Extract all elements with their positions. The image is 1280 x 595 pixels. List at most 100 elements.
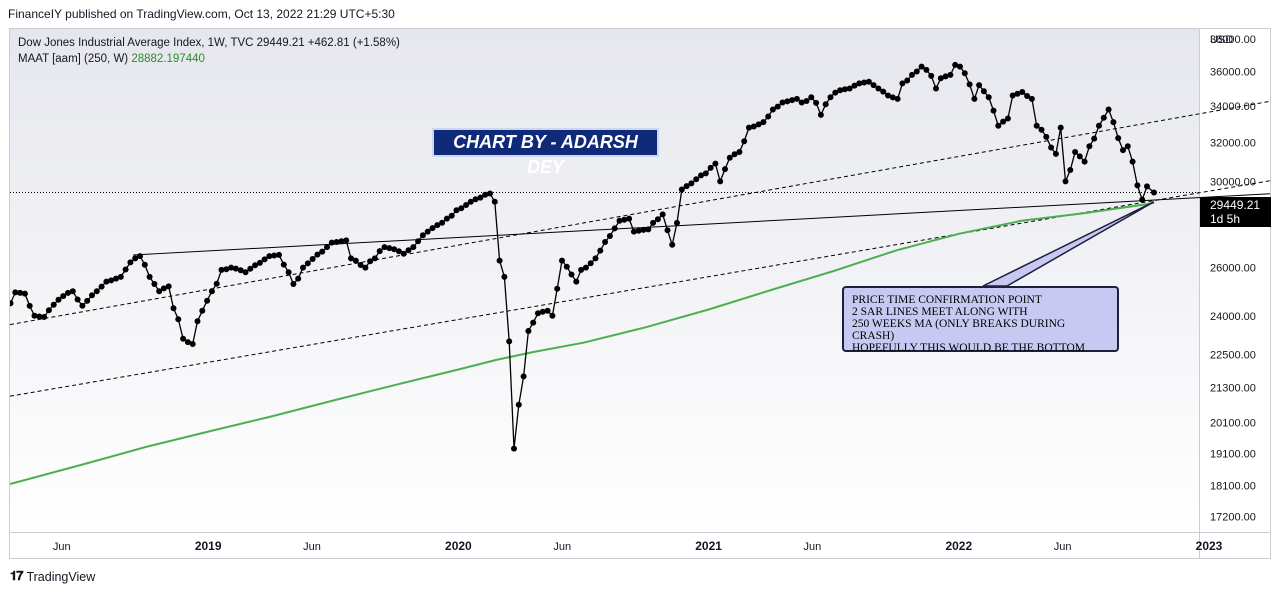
annotation-line: 2 SAR LINES MEET ALONG WITH [852,306,1028,318]
price-point [1091,135,1098,142]
price-point [84,297,91,304]
price-point [827,94,834,101]
price-point [1129,158,1136,165]
price-point [966,81,973,88]
price-point [659,211,666,218]
price-point [400,250,407,257]
price-point [300,264,306,271]
price-point [89,292,95,299]
price-point [247,265,254,272]
price-point [491,198,498,205]
price-point [415,238,422,245]
price-point [448,212,455,219]
price-point [36,313,43,320]
price-point [228,264,235,271]
price-point [1038,126,1045,133]
price-point [261,256,268,263]
price-point [578,266,585,273]
price-point [429,225,436,232]
price-point [1048,144,1055,151]
price-point [1043,133,1050,140]
price-point [587,260,594,267]
price-point [189,341,196,347]
price-point [98,283,105,290]
price-point [894,95,901,102]
price-point [726,154,733,161]
price-point [41,314,48,320]
sar-line-upper [10,100,1270,326]
price-point [213,280,220,287]
footer-brand[interactable]: 𝟏𝟕 TradingView [10,569,95,584]
price-point [736,149,743,155]
price-point [957,63,963,70]
last-price-value: 29449.21 [1210,198,1261,212]
price-point [942,73,949,80]
price-point [467,198,474,205]
price-point [909,71,915,78]
price-point [851,82,858,89]
price-point [60,293,67,300]
price-point [482,191,489,198]
price-point [602,239,609,245]
price-point [146,273,153,280]
price-point [79,302,86,309]
price-point [573,278,580,285]
annotation-callout[interactable]: PRICE TIME CONFIRMATION POINT 2 SAR LINE… [842,286,1119,354]
footer-brand-text: TradingView [26,569,96,584]
price-point [1096,122,1102,129]
price-point [554,285,561,292]
y-tick-label: 19100.00 [1210,448,1256,460]
price-point [477,194,484,201]
symbol-info[interactable]: Dow Jones Industrial Average Index, 1W, … [18,37,400,49]
price-point [774,103,781,110]
price-point [635,227,642,234]
price-point [746,124,752,131]
y-tick-label: 34000.00 [1210,101,1256,113]
price-point [784,98,791,105]
price-point [175,316,182,323]
price-point [717,178,724,185]
price-point [669,241,676,248]
price-point [985,94,992,101]
price-point [391,246,398,253]
price-point [515,401,522,408]
price-point [971,95,978,102]
price-point [141,261,148,268]
y-tick-label: 21300.00 [1210,383,1256,395]
price-point [12,289,19,296]
price-point [165,283,172,290]
price-point [885,92,891,99]
annotation-line: PRICE TIME CONFIRMATION POINT [852,294,1042,306]
price-point [947,71,954,78]
price-point [1072,149,1079,155]
price-point [218,266,225,273]
ma-250-line [10,201,1155,485]
price-point [630,228,637,235]
price-point [731,151,738,158]
price-point [563,263,570,270]
price-point [813,99,820,106]
price-point [276,251,282,258]
annotation-line: HOPEFULLY THIS WOULD BE THE BOTTOM [852,342,1086,354]
price-point [798,99,805,106]
price-point [180,335,187,342]
chart-canvas[interactable]: 17200.00 18100.00 19100.00 20100.00 21300.00… [10,29,1270,558]
currency-label: USD [1210,34,1234,46]
price-point [1144,183,1150,190]
price-point [674,219,680,226]
price-point [765,113,772,120]
price-point [760,119,767,126]
price-point [50,301,57,308]
price-point [376,248,383,255]
price-point [750,123,757,130]
price-point [338,238,345,245]
price-point [693,176,700,183]
price-point [1100,114,1107,121]
annotation-line: 250 WEEKS MA (ONLY BREAKS DURING CRASH) [852,318,1066,342]
ma-legend[interactable]: MAAT [aam] (250, W) 28882.197440 [18,51,400,67]
price-point [458,205,465,212]
price-point [755,121,762,128]
price-point [223,266,230,273]
price-point [453,207,460,214]
y-tick-label: 20100.00 [1210,418,1256,430]
